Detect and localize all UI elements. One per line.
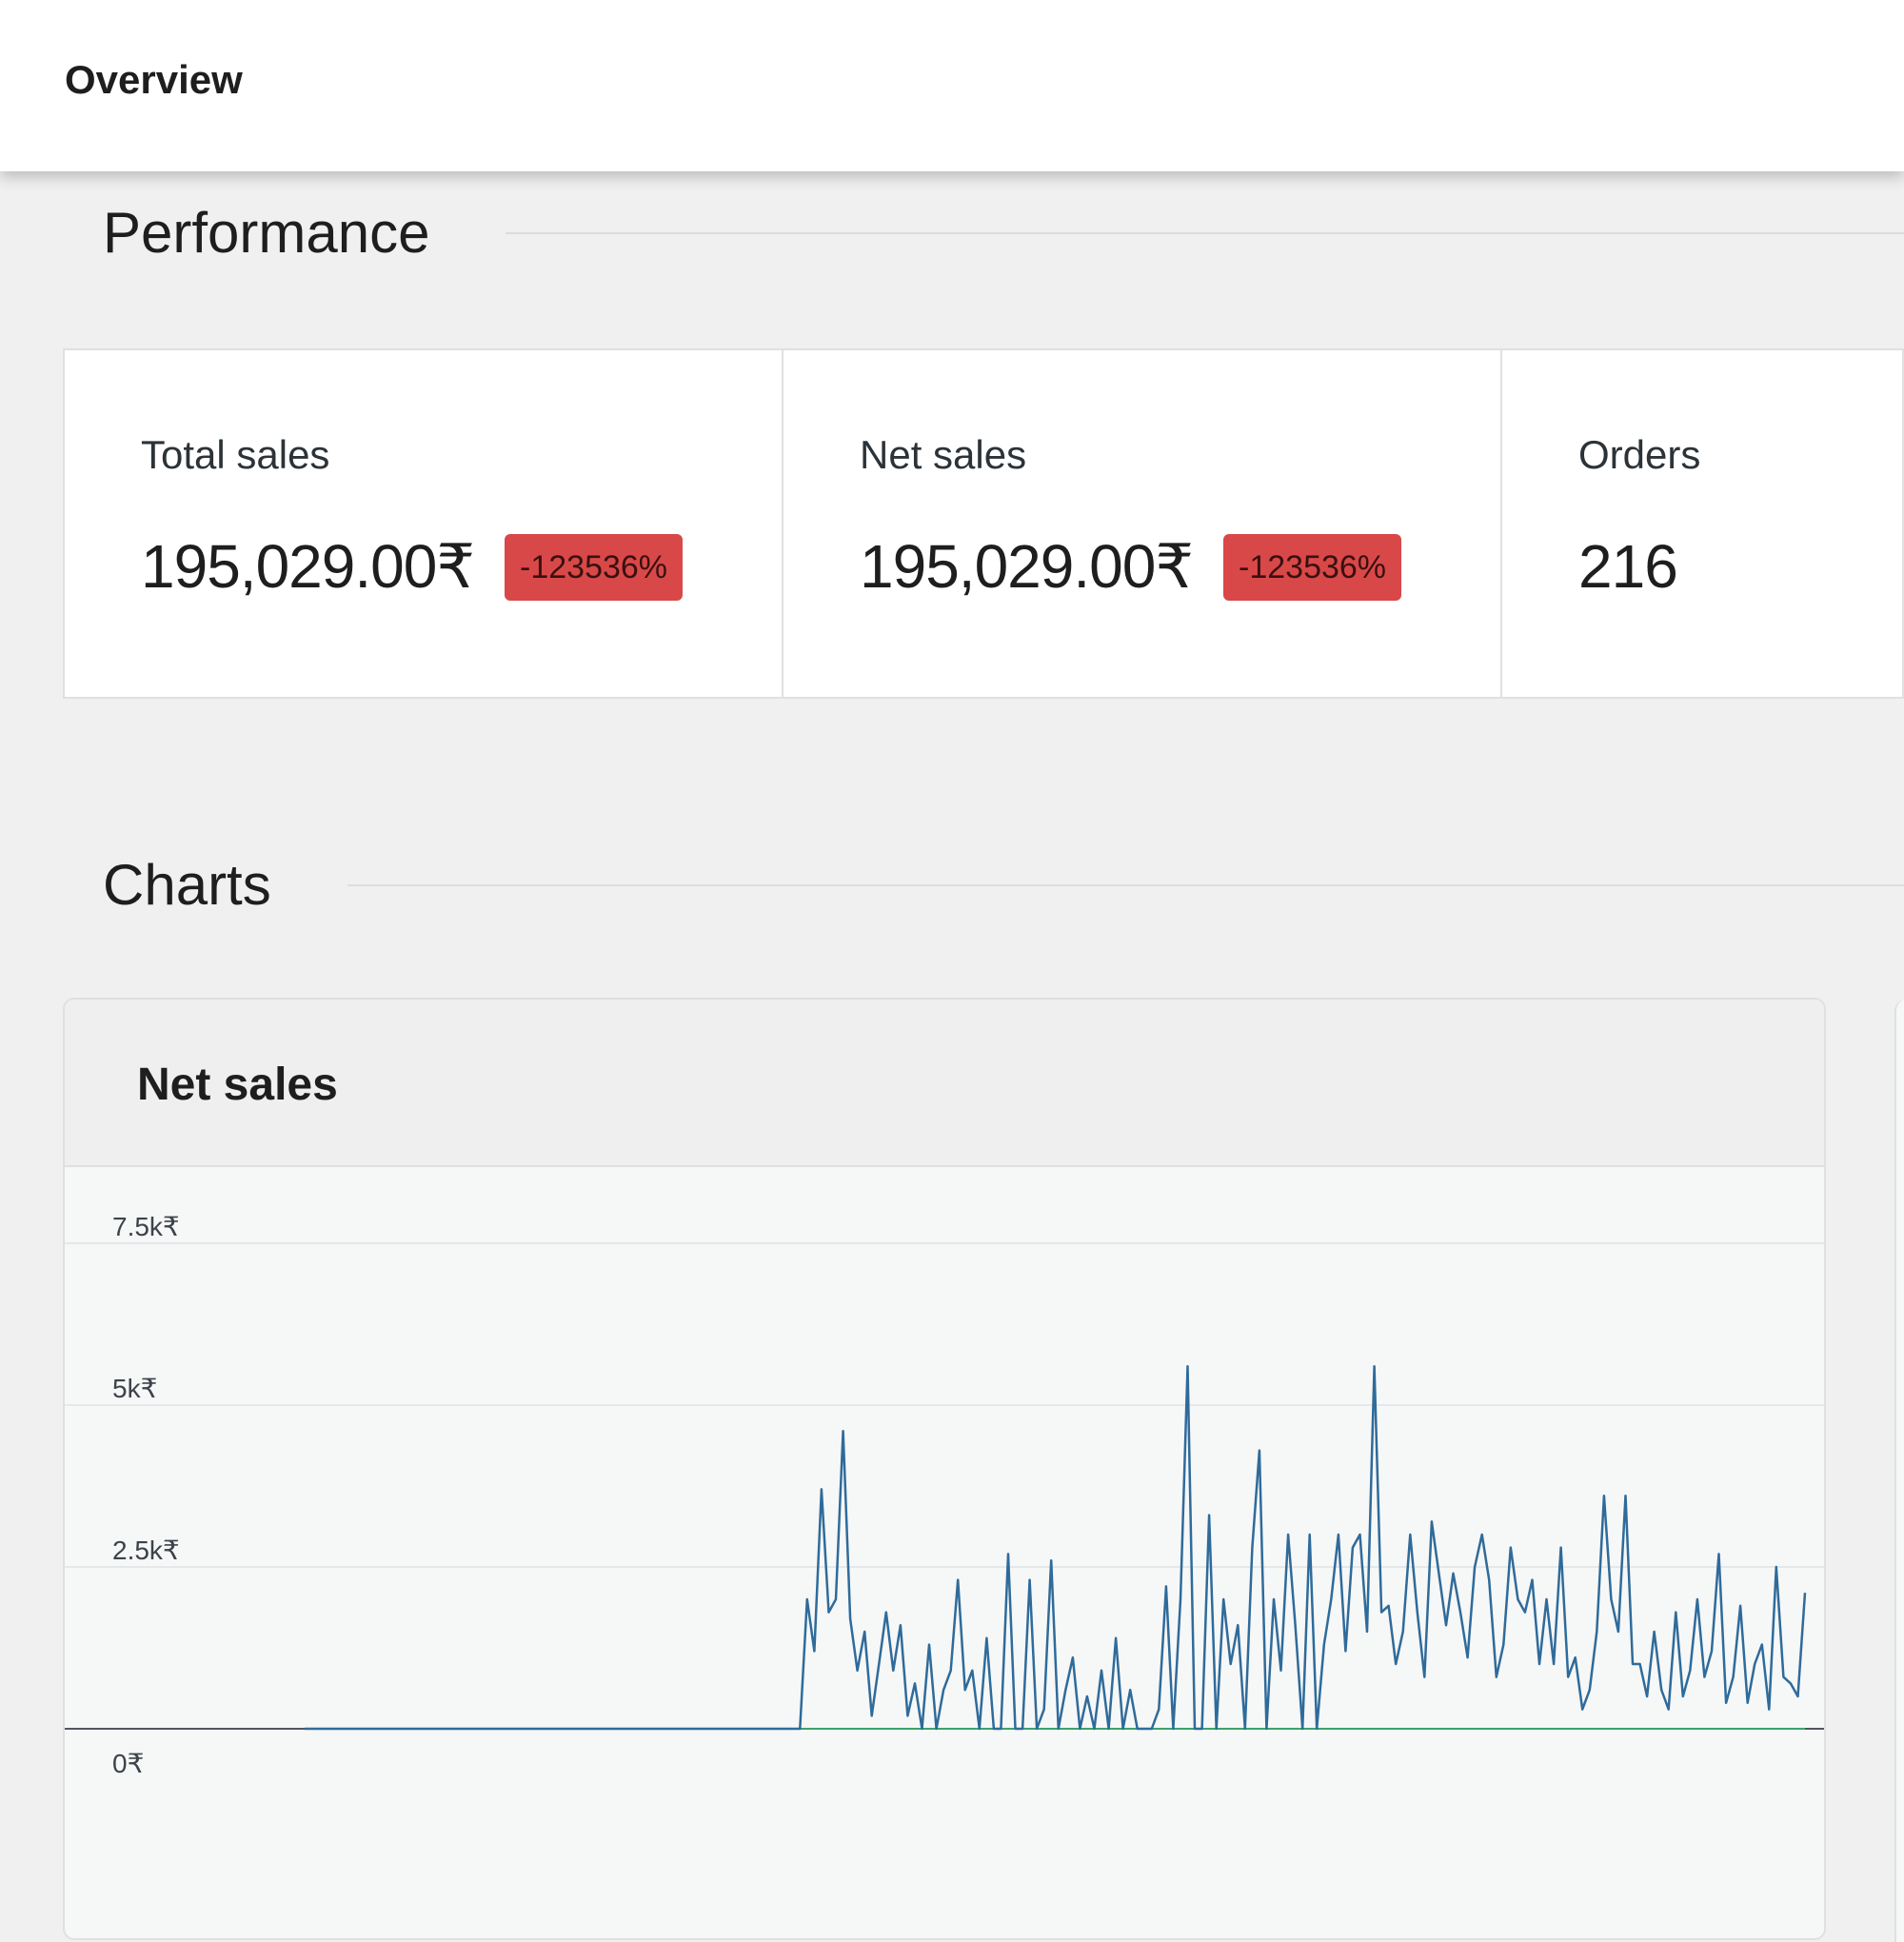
net-sales-series-line[interactable] — [305, 1364, 1807, 1731]
y-tick-label: 7.5k₹ — [112, 1212, 180, 1241]
card-value-row: 216 — [1578, 531, 1678, 602]
performance-divider — [506, 231, 1904, 234]
card-value: 195,029.00₹ — [860, 532, 1194, 601]
net-sales-line-chart: 7.5k₹ 5k₹ 2.5k₹ 0₹ — [65, 1212, 1824, 1778]
charts-divider — [347, 883, 1904, 886]
y-tick-label: 2.5k₹ — [112, 1536, 180, 1565]
next-chart-panel-edge — [1894, 1000, 1904, 1942]
y-tick-label: 0₹ — [112, 1749, 144, 1778]
card-label: Net sales — [860, 432, 1027, 477]
performance-cards: Total sales 195,029.00₹ -123536% Net sal… — [63, 348, 1904, 699]
chart-title: Net sales — [137, 1060, 338, 1110]
page-title: Overview — [65, 57, 243, 102]
card-label: Orders — [1578, 432, 1701, 477]
y-tick-label: 5k₹ — [112, 1374, 157, 1403]
card-value: 216 — [1578, 532, 1678, 601]
net-sales-chart-panel: Net sales 7.5k₹ 5k₹ 2.5k₹ 0₹ — [63, 998, 1826, 1940]
card-orders[interactable]: Orders 216 — [1502, 350, 1902, 697]
delta-badge: -123536% — [1223, 533, 1402, 601]
top-bar: Overview — [0, 0, 1904, 171]
card-value: 195,029.00₹ — [141, 532, 475, 601]
chart-panel-header: Net sales — [65, 1000, 1824, 1167]
card-net-sales[interactable]: Net sales 195,029.00₹ -123536% — [783, 350, 1502, 697]
card-label: Total sales — [141, 432, 330, 477]
delta-badge: -123536% — [505, 533, 684, 601]
card-value-row: 195,029.00₹ -123536% — [141, 531, 684, 603]
card-total-sales[interactable]: Total sales 195,029.00₹ -123536% — [65, 350, 783, 697]
card-value-row: 195,029.00₹ -123536% — [860, 531, 1402, 603]
charts-heading: Charts — [103, 853, 271, 917]
performance-section-header: Performance — [103, 200, 1904, 266]
charts-section-header: Charts — [103, 852, 1904, 918]
performance-heading: Performance — [103, 201, 430, 265]
